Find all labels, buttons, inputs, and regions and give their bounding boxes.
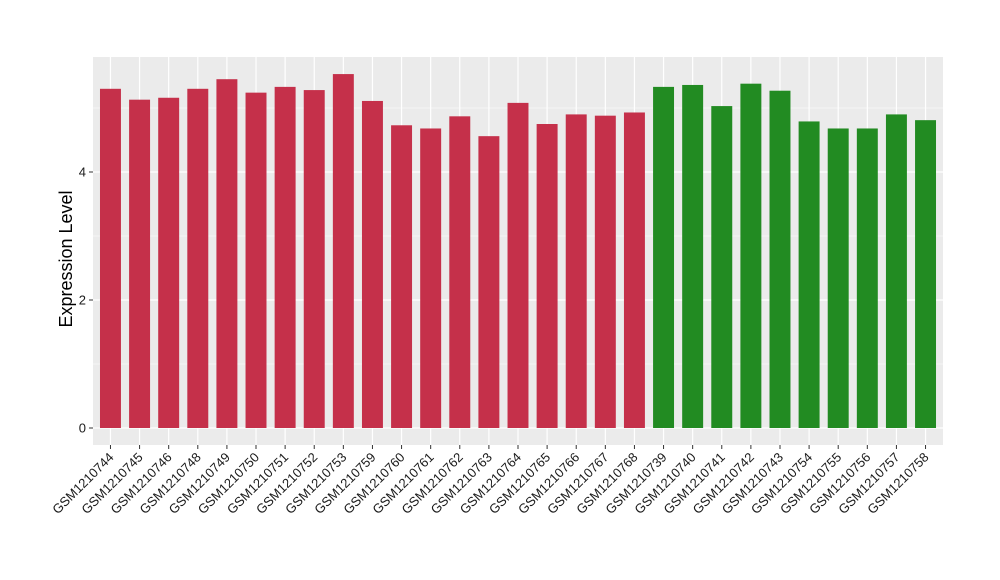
bar-GSM1210746: [158, 97, 180, 428]
bar-GSM1210744: [99, 88, 121, 429]
bars: [99, 74, 937, 429]
bar-GSM1210748: [187, 88, 209, 429]
bar-GSM1210740: [682, 84, 704, 429]
bar-GSM1210767: [594, 115, 616, 429]
bar-GSM1210742: [740, 83, 762, 429]
bar-GSM1210754: [798, 121, 820, 428]
bar-GSM1210763: [478, 136, 500, 428]
bar-GSM1210743: [769, 90, 791, 428]
y-tick-label: 2: [79, 293, 86, 308]
bar-GSM1210756: [856, 128, 878, 429]
bar-GSM1210751: [274, 86, 296, 428]
bar-GSM1210765: [536, 124, 558, 428]
y-axis: 0 2 4: [79, 165, 93, 436]
y-tick-label: 4: [79, 165, 86, 180]
bar-GSM1210761: [420, 128, 442, 429]
bar-GSM1210764: [507, 102, 529, 428]
bar-GSM1210768: [623, 112, 645, 428]
bar-GSM1210745: [129, 99, 151, 429]
y-tick-label: 0: [79, 421, 86, 436]
bar-GSM1210766: [565, 114, 587, 429]
bar-GSM1210741: [711, 106, 733, 428]
bar-GSM1210752: [303, 90, 325, 428]
bar-GSM1210757: [885, 114, 907, 429]
bar-GSM1210758: [915, 120, 937, 428]
bar-GSM1210753: [332, 74, 354, 428]
x-axis: GSM1210744GSM1210745GSM1210746GSM1210748…: [49, 445, 932, 517]
bar-GSM1210759: [361, 100, 383, 429]
y-axis-title: Expression Level: [56, 190, 76, 327]
bar-GSM1210749: [216, 79, 238, 428]
bar-GSM1210755: [827, 128, 849, 429]
bar-GSM1210739: [653, 86, 675, 428]
bar-GSM1210762: [449, 116, 471, 428]
bar-GSM1210750: [245, 92, 267, 428]
bar-GSM1210760: [391, 125, 413, 428]
